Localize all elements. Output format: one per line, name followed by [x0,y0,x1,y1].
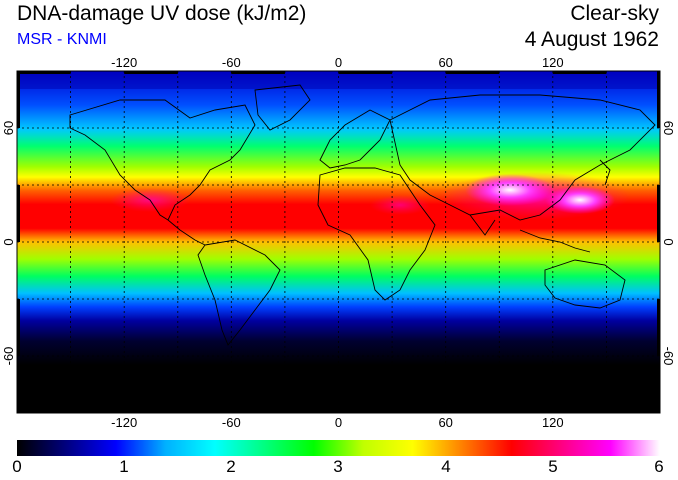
lon-label-top-1: -120 [111,55,137,70]
lat-label-right-1: 60 [661,121,676,135]
lat-label-left-2: 0 [1,238,16,245]
colorbar-label-6: 6 [654,457,664,476]
lon-label-top-3: 0 [335,55,342,70]
date-label: 4 August 1962 [524,28,659,51]
colorbar-label-5: 5 [548,457,558,476]
chart-title: DNA-damage UV dose (kJ/m2) [17,2,307,25]
colorbar-label-0: 0 [12,457,22,476]
lat-label-right-2: 0 [661,238,676,245]
lat-label-left-1: 60 [1,121,16,135]
data-credit: MSR - KNMI [17,31,107,48]
graticule [17,71,660,413]
colorbar-label-4: 4 [441,457,451,476]
lon-tick-bar-top [17,71,607,74]
lon-label-top-2: -60 [222,55,241,70]
sky-condition: Clear-sky [570,2,659,25]
lon-label-bottom-5: 120 [542,415,564,430]
colorbar [17,440,660,456]
colorbar-label-3: 3 [333,457,343,476]
lon-label-bottom-2: -60 [222,415,241,430]
lon-label-top-4: 60 [438,55,452,70]
lat-label-right-3: -60 [661,347,676,366]
colorbar-label-2: 2 [226,457,236,476]
lon-label-bottom-3: 0 [335,415,342,430]
coastlines [17,84,660,406]
lon-label-bottom-1: -120 [111,415,137,430]
lat-label-left-3: -60 [1,347,16,366]
colorbar-label-1: 1 [119,457,129,476]
lon-label-bottom-4: 60 [438,415,452,430]
lon-label-top-5: 120 [542,55,564,70]
lat-tick-bar [17,71,660,356]
lon-tick-bar-bottom [17,410,607,413]
